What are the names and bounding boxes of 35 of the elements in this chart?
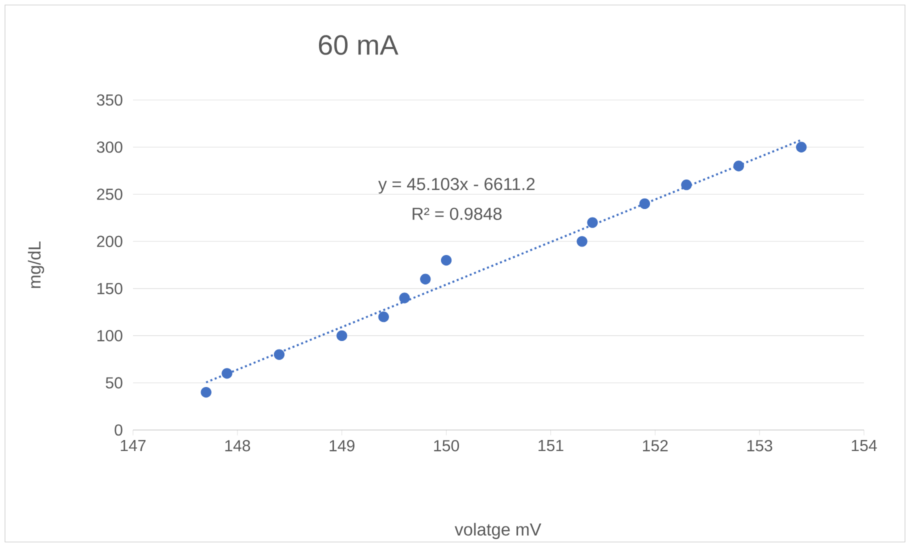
x-tick-label: 149	[330, 440, 354, 452]
point	[681, 180, 692, 190]
x-axis-title: volatge mV	[454, 522, 542, 540]
point	[274, 349, 285, 360]
x-tick-label: 151	[538, 440, 564, 452]
x-tick-label: 148	[225, 440, 250, 452]
x-tick-label: 147	[120, 440, 146, 452]
x-tick-label: 152	[643, 440, 668, 452]
chart-title: 60 mA	[318, 35, 398, 55]
point	[378, 312, 389, 322]
y-tick-label: 200	[97, 236, 122, 248]
y-tick-label: 250	[97, 188, 122, 200]
point	[336, 330, 348, 342]
y-tick-label: 300	[96, 141, 122, 153]
point	[587, 217, 598, 228]
y-axis-title: mg/dL	[28, 241, 44, 288]
x-tick-label: 154	[852, 440, 877, 452]
point	[222, 368, 232, 379]
y-tick-label: 350	[96, 94, 122, 106]
point	[639, 198, 650, 210]
point	[399, 292, 410, 304]
y-tick-label: 50	[106, 377, 122, 388]
point	[796, 142, 807, 152]
point	[200, 386, 212, 398]
annotation: y = 45.103x - 6611.2	[378, 178, 535, 194]
point	[440, 254, 452, 266]
y-tick-label: 150	[97, 282, 122, 294]
annotation: R² = 0.9848	[412, 208, 502, 220]
point	[576, 236, 588, 247]
point	[733, 160, 744, 172]
y-tick-label: 100	[97, 330, 122, 342]
y-tick-label: 0	[114, 424, 122, 436]
point	[420, 274, 431, 284]
x-tick-label: 150	[434, 440, 460, 452]
x-tick-label: 153	[747, 440, 772, 452]
